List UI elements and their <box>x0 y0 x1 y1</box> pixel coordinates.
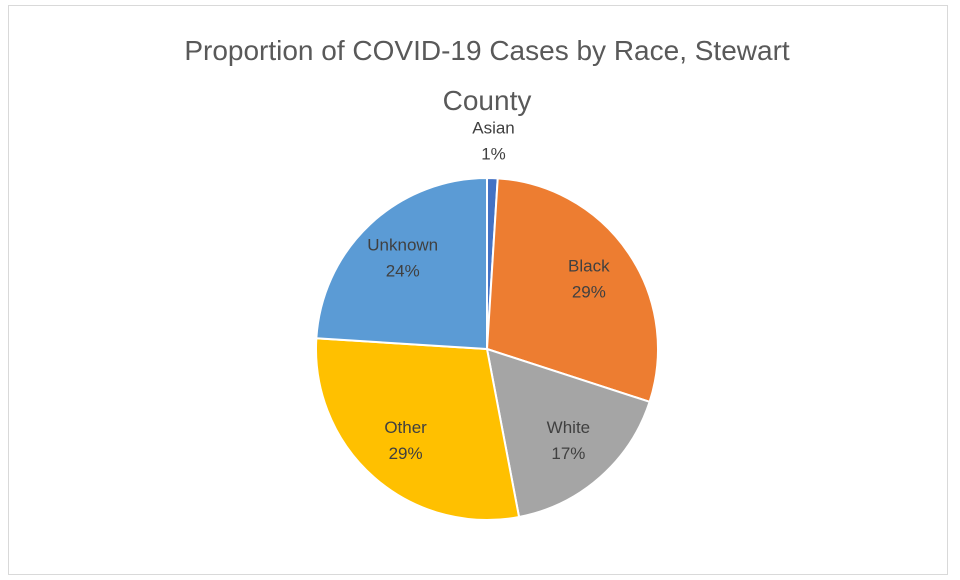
slice-value-label: 24% <box>386 262 420 281</box>
slice-label: Asian <box>472 119 515 138</box>
pie-slice <box>315 176 488 351</box>
slice-value-label: 1% <box>481 145 506 164</box>
chart-frame <box>8 5 948 575</box>
slice-value-label: 17% <box>551 444 585 463</box>
slice-label: Black <box>568 256 610 275</box>
pie-slice <box>485 177 659 404</box>
pie-slice <box>485 347 651 519</box>
slice-label: Other <box>384 418 427 437</box>
slice-label: White <box>547 418 590 437</box>
chart-title: Proportion of COVID-19 Cases by Race, St… <box>184 35 790 116</box>
slice-label: Unknown <box>367 236 438 255</box>
slice-value-label: 29% <box>389 444 423 463</box>
pie-slice <box>315 337 521 521</box>
slice-value-label: 29% <box>572 282 606 301</box>
